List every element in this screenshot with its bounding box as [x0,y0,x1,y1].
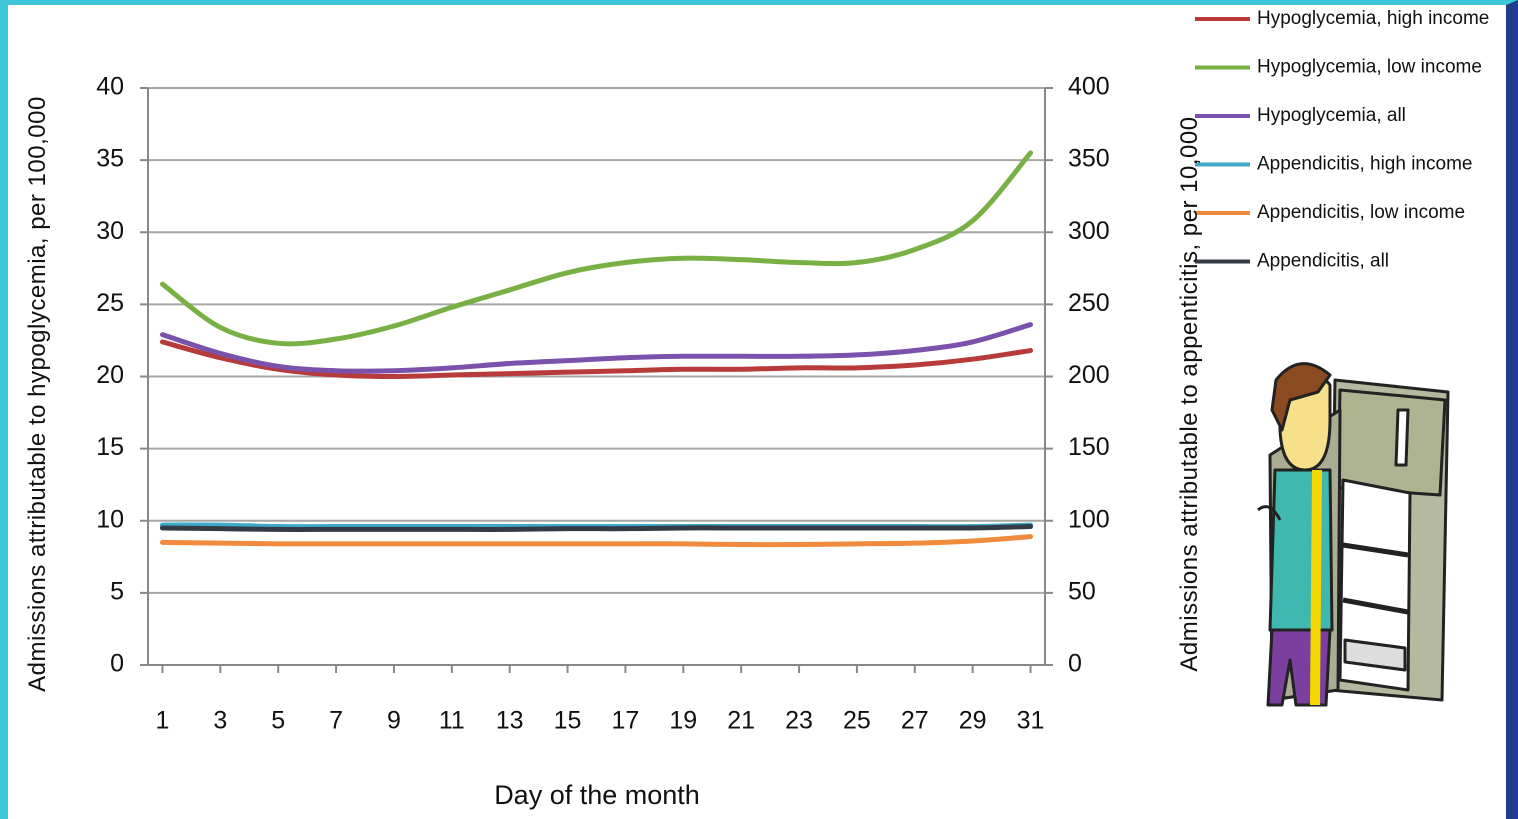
x-tick-label: 31 [1017,707,1045,735]
x-tick-label: 21 [727,707,755,735]
legend-label: Appendicitis, all [1257,251,1389,272]
legend-label: Hypoglycemia, high income [1257,8,1489,29]
x-tick-label: 7 [329,707,343,735]
y-axis-label: Admissions attributable to hypoglycemia,… [23,34,53,754]
y2-tick-label: 50 [1068,577,1096,605]
x-tick-label: 9 [387,707,401,735]
fridge-handle [1396,410,1408,465]
x-tick-label: 23 [785,707,813,735]
y-tick-label: 20 [96,361,124,389]
y-tick-label: 0 [110,650,124,678]
y-tick-label: 30 [96,217,124,245]
y-tick-label: 40 [96,73,124,101]
pants [1268,630,1330,705]
x-tick-label: 15 [554,707,582,735]
y2-tick-label: 250 [1068,289,1110,317]
x-tick-label: 27 [901,707,929,735]
y2-tick-label: 100 [1068,505,1110,533]
y-tick-label: 35 [96,145,124,173]
x-tick-label: 11 [439,707,465,735]
y2-axis-label: Admissions attributable to appenticitis,… [1175,44,1205,744]
x-axis-label: Day of the month [494,780,700,810]
x-tick-label: 19 [669,707,697,735]
light [1310,470,1322,705]
chart: Day of the month 05101520253035400501001… [0,0,1518,819]
series-line [162,153,1030,344]
x-tick-label: 29 [959,707,987,735]
x-tick-label: 25 [843,707,871,735]
series-line [162,537,1030,545]
shirt [1270,470,1332,630]
x-tick-label: 13 [496,707,524,735]
series-line [162,527,1030,530]
y2-tick-label: 150 [1068,433,1110,461]
x-tick-label: 3 [213,707,227,735]
y-tick-label: 15 [96,433,124,461]
y-tick-label: 5 [110,577,124,605]
y-tick-label: 25 [96,289,124,317]
y2-tick-label: 400 [1068,73,1110,101]
x-tick-label: 1 [156,707,170,735]
y2-tick-label: 350 [1068,145,1110,173]
legend-label: Appendicitis, low income [1257,202,1465,223]
y2-tick-label: 200 [1068,361,1110,389]
cartoon [1258,364,1448,705]
legend-label: Hypoglycemia, low income [1257,57,1482,78]
x-tick-label: 17 [612,707,640,735]
legend-label: Hypoglycemia, all [1257,105,1406,126]
y-tick-label: 10 [96,505,124,533]
x-tick-label: 5 [271,707,285,735]
legend-label: Appendicitis, high income [1257,154,1472,175]
y2-tick-label: 300 [1068,217,1110,245]
y2-tick-label: 0 [1068,650,1082,678]
fridge-freezer [1338,390,1445,495]
